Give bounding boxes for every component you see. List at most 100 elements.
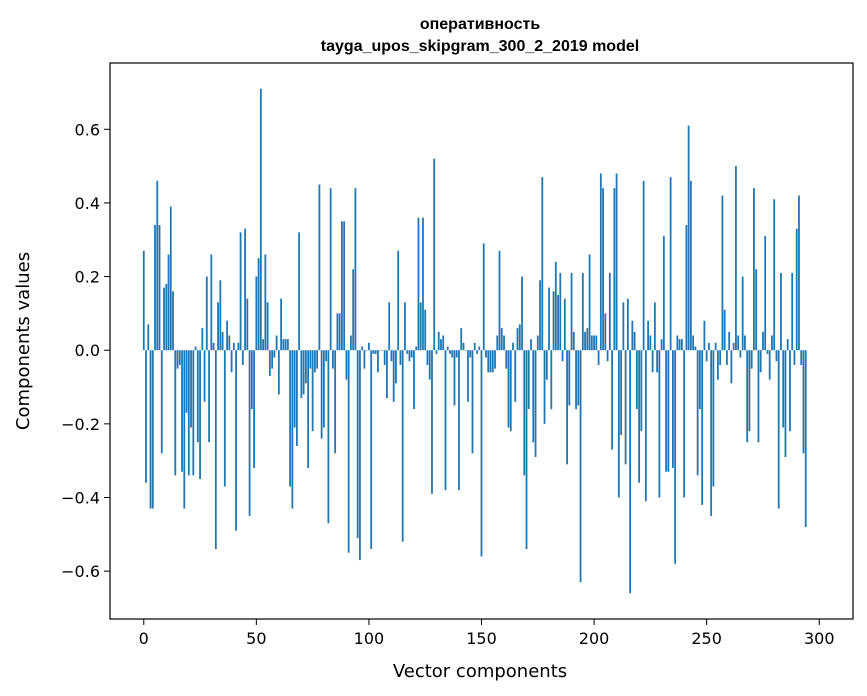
bar-231 xyxy=(662,236,665,351)
bar-133 xyxy=(442,335,445,351)
bar-182 xyxy=(552,291,555,351)
bar-131 xyxy=(437,331,440,351)
bar-81 xyxy=(325,350,328,362)
bar-193 xyxy=(577,350,580,406)
bar-292 xyxy=(800,350,803,365)
bar-211 xyxy=(617,350,620,498)
bar-165 xyxy=(514,350,517,402)
bar-27 xyxy=(203,350,206,402)
bar-253 xyxy=(712,350,715,487)
bar-6 xyxy=(156,180,159,351)
bar-117 xyxy=(406,350,409,354)
bar-143 xyxy=(464,350,467,351)
y-tick-label-3: 0.0 xyxy=(75,341,100,360)
bar-257 xyxy=(721,195,724,351)
bar-104 xyxy=(377,350,379,373)
bar-285 xyxy=(784,350,787,457)
bar-134 xyxy=(444,350,447,491)
bar-1 xyxy=(145,350,147,483)
bar-34 xyxy=(219,280,222,351)
bar-271 xyxy=(753,188,755,351)
bar-138 xyxy=(453,350,456,406)
bar-62 xyxy=(282,339,285,351)
bar-48 xyxy=(250,350,253,410)
bar-150 xyxy=(480,350,483,557)
bar-82 xyxy=(327,350,330,524)
bar-240 xyxy=(683,350,686,498)
bar-180 xyxy=(548,287,550,351)
bar-238 xyxy=(678,339,681,351)
bar-157 xyxy=(496,335,499,351)
bar-125 xyxy=(424,309,427,351)
bar-148 xyxy=(476,350,478,354)
bar-49 xyxy=(253,350,255,469)
chart-subtitle: tayga_upos_skipgram_300_2_2019 model xyxy=(321,38,639,55)
bar-194 xyxy=(579,350,582,583)
bar-237 xyxy=(676,335,679,351)
bar-109 xyxy=(388,302,391,351)
bar-172 xyxy=(530,339,532,351)
bar-5 xyxy=(154,225,156,351)
bar-73 xyxy=(307,350,310,469)
bar-89 xyxy=(343,221,346,351)
bar-168 xyxy=(521,276,523,351)
bar-251 xyxy=(708,342,710,351)
bar-198 xyxy=(588,254,591,351)
bar-74 xyxy=(309,350,312,369)
bar-293 xyxy=(802,350,805,454)
bar-45 xyxy=(244,228,246,351)
bar-282 xyxy=(777,350,780,509)
bar-256 xyxy=(719,350,722,365)
bar-60 xyxy=(277,350,280,395)
bar-241 xyxy=(685,225,688,351)
bar-286 xyxy=(786,339,789,351)
bar-261 xyxy=(730,350,733,384)
bar-69 xyxy=(298,232,301,351)
bar-284 xyxy=(782,350,785,428)
bar-242 xyxy=(687,125,690,351)
bar-29 xyxy=(208,350,210,443)
bar-153 xyxy=(487,350,490,373)
bar-254 xyxy=(714,342,717,351)
bar-79 xyxy=(320,350,323,439)
bar-239 xyxy=(680,339,683,351)
bar-122 xyxy=(417,217,420,351)
bar-185 xyxy=(559,272,562,351)
bar-221 xyxy=(640,350,643,432)
bar-278 xyxy=(768,350,771,380)
bar-38 xyxy=(228,335,231,351)
bar-163 xyxy=(509,350,512,432)
bar-276 xyxy=(764,236,767,351)
bar-76 xyxy=(313,350,316,373)
bar-228 xyxy=(656,350,659,373)
bar-204 xyxy=(602,188,604,351)
bar-22 xyxy=(192,350,195,476)
bar-233 xyxy=(667,350,670,472)
bar-15 xyxy=(176,350,179,369)
bar-224 xyxy=(647,320,650,351)
y-tick-label-2: −0.2 xyxy=(61,415,100,434)
bar-92 xyxy=(350,335,352,351)
bar-96 xyxy=(359,350,361,561)
bar-223 xyxy=(644,350,647,502)
bar-260 xyxy=(728,331,731,351)
bar-72 xyxy=(304,350,307,384)
bar-164 xyxy=(512,342,514,351)
bar-247 xyxy=(699,350,701,410)
bar-77 xyxy=(316,350,319,369)
bar-132 xyxy=(440,339,442,351)
bar-192 xyxy=(575,350,577,410)
bar-64 xyxy=(286,339,289,351)
bar-181 xyxy=(550,350,553,410)
bar-272 xyxy=(755,269,758,351)
bar-9 xyxy=(163,287,165,351)
bar-294 xyxy=(804,350,807,527)
bar-245 xyxy=(694,346,697,351)
bar-161 xyxy=(505,350,508,369)
bar-129 xyxy=(433,158,436,351)
bar-208 xyxy=(611,350,613,450)
bar-175 xyxy=(536,335,539,351)
bar-202 xyxy=(597,350,600,365)
bar-146 xyxy=(471,350,474,454)
